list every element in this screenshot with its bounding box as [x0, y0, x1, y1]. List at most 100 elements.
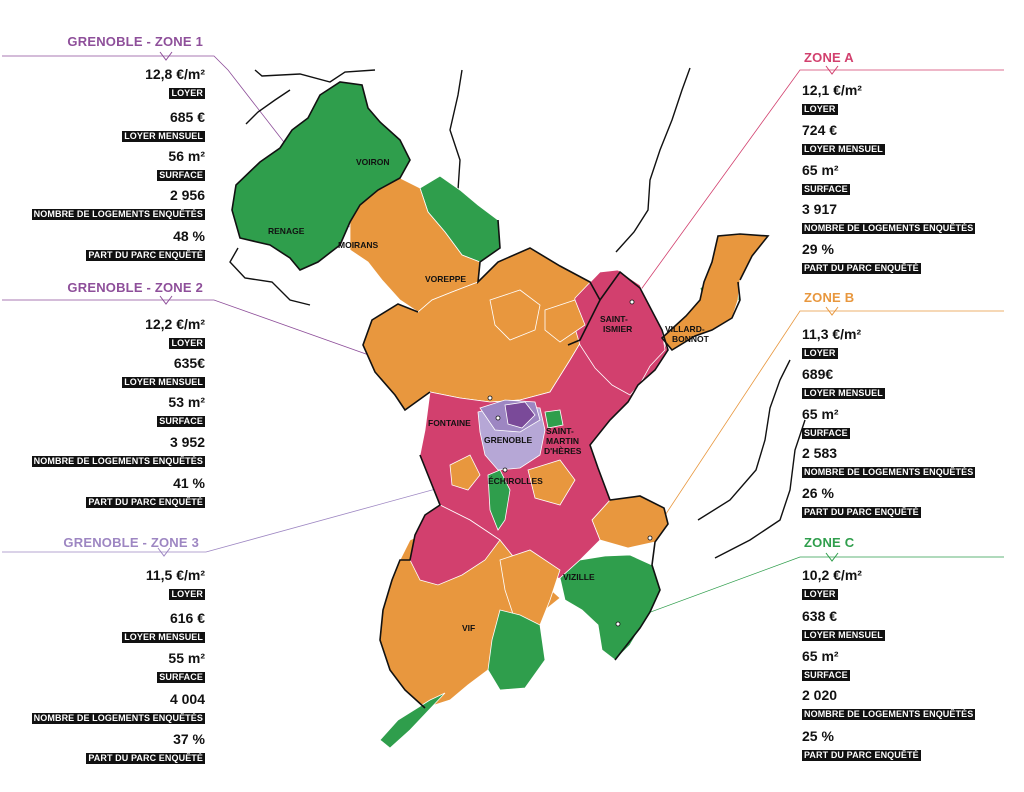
stat-label: NOMBRE DE LOGEMENTS ENQUÊTÉS — [802, 223, 976, 234]
stat-label: PART DU PARC ENQUÊTÉ — [86, 250, 205, 261]
stat-value: 11,3 €/m² — [802, 326, 862, 342]
leader-line-zone-b — [649, 310, 1004, 539]
stat-surface: 65 m² SURFACE — [802, 407, 850, 440]
marker-zone-c — [615, 621, 621, 627]
stat-label: NOMBRE DE LOGEMENTS ENQUÊTÉS — [31, 456, 205, 467]
marker-zone-2 — [487, 395, 493, 401]
stat-loyer: 12,2 €/m² LOYER — [145, 317, 205, 350]
stat-label: LOYER — [169, 338, 205, 349]
stat-value: 65 m² — [802, 648, 839, 664]
stat-value: 53 m² — [168, 394, 205, 410]
zone-title: GRENOBLE - ZONE 1 — [67, 34, 203, 49]
city-label-saint-martin-2: MARTIN — [546, 436, 579, 446]
marker-grenoble — [495, 415, 501, 421]
stat-value: 56 m² — [168, 148, 205, 164]
zone-b-patches — [449, 289, 586, 626]
city-label-renage: RENAGE — [268, 226, 305, 236]
stat-logements: 2 020 NOMBRE DE LOGEMENTS ENQUÊTÉS — [802, 688, 976, 721]
arrow-zone-a — [825, 65, 839, 75]
grenoble-zones — [477, 399, 546, 471]
stat-label: NOMBRE DE LOGEMENTS ENQUÊTÉS — [802, 467, 976, 478]
stat-label: PART DU PARC ENQUÊTÉ — [802, 750, 921, 761]
stat-value: 635€ — [173, 355, 205, 371]
city-label-echirolles: ÉCHIROLLES — [488, 476, 543, 486]
stat-surface: 65 m² SURFACE — [802, 649, 850, 682]
city-markers — [487, 299, 653, 627]
leader-line-grenoble-zone-3 — [2, 469, 506, 553]
city-label-voreppe: VOREPPE — [425, 274, 466, 284]
stat-label: LOYER MENSUEL — [802, 388, 885, 399]
stat-loyer: 10,2 €/m² LOYER — [802, 568, 862, 601]
arrow-grenoble-zone-3 — [157, 547, 171, 557]
stat-part-parc: 48 % PART DU PARC ENQUÊTÉ — [86, 229, 205, 262]
panel-grenoble-zone-3: GRENOBLE - ZONE 3 11,5 €/m² LOYER 616 € LO… — [2, 535, 205, 765]
city-labels: VOIRON RENAGE MOIRANS VOREPPE SAINT- ISM… — [268, 157, 710, 633]
stat-loyer-mensuel: 638 € LOYER MENSUEL — [802, 609, 885, 642]
leader-line-zone-c — [617, 556, 1004, 625]
stat-value: 685 € — [169, 109, 205, 125]
city-label-fontaine: FONTAINE — [428, 418, 471, 428]
grenoble-zone-1-area — [504, 401, 536, 429]
stat-surface: 55 m² SURFACE — [157, 651, 205, 684]
zone-title: ZONE A — [804, 50, 854, 65]
stat-value: 2 583 — [802, 445, 838, 461]
zone-title: GRENOBLE - ZONE 2 — [67, 280, 203, 295]
panel-zone-b: ZONE B 11,3 €/m² LOYER 689€ LOYER MENSUEL … — [802, 290, 1007, 520]
arrow-grenoble-zone-2 — [159, 295, 173, 305]
sector-borders — [231, 81, 770, 709]
stat-part-parc: 37 % PART DU PARC ENQUÊTÉ — [86, 732, 205, 765]
stat-loyer-mensuel: 689€ LOYER MENSUEL — [802, 367, 885, 400]
city-label-grenoble: GRENOBLE — [484, 435, 533, 445]
stat-label: LOYER — [169, 589, 205, 600]
stat-label: SURFACE — [802, 184, 850, 195]
stat-label: LOYER — [169, 88, 205, 99]
stat-value: 3 917 — [802, 201, 838, 217]
stat-value: 65 m² — [802, 406, 839, 422]
stat-part-parc: 26 % PART DU PARC ENQUÊTÉ — [802, 486, 921, 519]
stat-value: 37 % — [173, 731, 205, 747]
arrow-grenoble-zone-1 — [159, 51, 173, 61]
city-label-saint-ismier-2: ISMIER — [603, 324, 632, 334]
stat-value: 3 952 — [169, 434, 205, 450]
city-label-saint-ismier-1: SAINT- — [600, 314, 628, 324]
boundary-lines — [229, 67, 806, 559]
stat-value: 12,2 €/m² — [145, 316, 205, 332]
stat-surface: 65 m² SURFACE — [802, 163, 850, 196]
stat-label: NOMBRE DE LOGEMENTS ENQUÊTÉS — [802, 709, 976, 720]
stat-part-parc: 41 % PART DU PARC ENQUÊTÉ — [86, 476, 205, 509]
stat-label: SURFACE — [802, 670, 850, 681]
stat-label: PART DU PARC ENQUÊTÉ — [86, 753, 205, 764]
zone-title: GRENOBLE - ZONE 3 — [63, 535, 199, 550]
stat-logements: 4 004 NOMBRE DE LOGEMENTS ENQUÊTÉS — [31, 692, 205, 725]
panel-zone-a: ZONE A 12,1 €/m² LOYER 724 € LOYER MENSUEL… — [802, 50, 1007, 280]
stat-loyer-mensuel: 685 € LOYER MENSUEL — [122, 110, 205, 143]
stat-surface: 53 m² SURFACE — [157, 395, 205, 428]
stat-label: SURFACE — [157, 416, 205, 427]
stat-value: 2 956 — [169, 187, 205, 203]
city-label-villard-bonnot-1: VILLARD- — [665, 324, 705, 334]
stat-loyer-mensuel: 616 € LOYER MENSUEL — [122, 611, 205, 644]
stat-loyer: 11,5 €/m² LOYER — [146, 568, 205, 601]
panel-grenoble-zone-2: GRENOBLE - ZONE 2 12,2 €/m² LOYER 635€ LOY… — [2, 280, 205, 510]
stat-surface: 56 m² SURFACE — [157, 149, 205, 182]
stat-value: 55 m² — [168, 650, 205, 666]
stat-label: SURFACE — [802, 428, 850, 439]
leader-line-zone-a — [631, 69, 1004, 303]
panel-zone-c: ZONE C 10,2 €/m² LOYER 638 € LOYER MENSUEL… — [802, 535, 1007, 765]
marker-zone-b — [647, 535, 653, 541]
city-label-voiron: VOIRON — [356, 157, 390, 167]
stat-value: 10,2 €/m² — [802, 567, 862, 583]
stat-value: 638 € — [802, 608, 838, 624]
stat-value: 616 € — [169, 610, 205, 626]
stat-loyer: 12,8 €/m² LOYER — [145, 67, 205, 100]
stat-value: 12,8 €/m² — [145, 66, 205, 82]
city-label-saint-martin-3: D'HÈRES — [544, 446, 582, 456]
stat-logements: 2 956 NOMBRE DE LOGEMENTS ENQUÊTÉS — [31, 187, 205, 221]
stat-value: 65 m² — [802, 162, 839, 178]
stat-label: LOYER MENSUEL — [802, 630, 885, 641]
stat-part-parc: 29 % PART DU PARC ENQUÊTÉ — [802, 242, 921, 275]
stat-value: 12,1 €/m² — [802, 82, 862, 98]
stat-loyer: 12,1 €/m² LOYER — [802, 83, 862, 116]
stat-label: NOMBRE DE LOGEMENTS ENQUÊTÉS — [31, 713, 205, 724]
